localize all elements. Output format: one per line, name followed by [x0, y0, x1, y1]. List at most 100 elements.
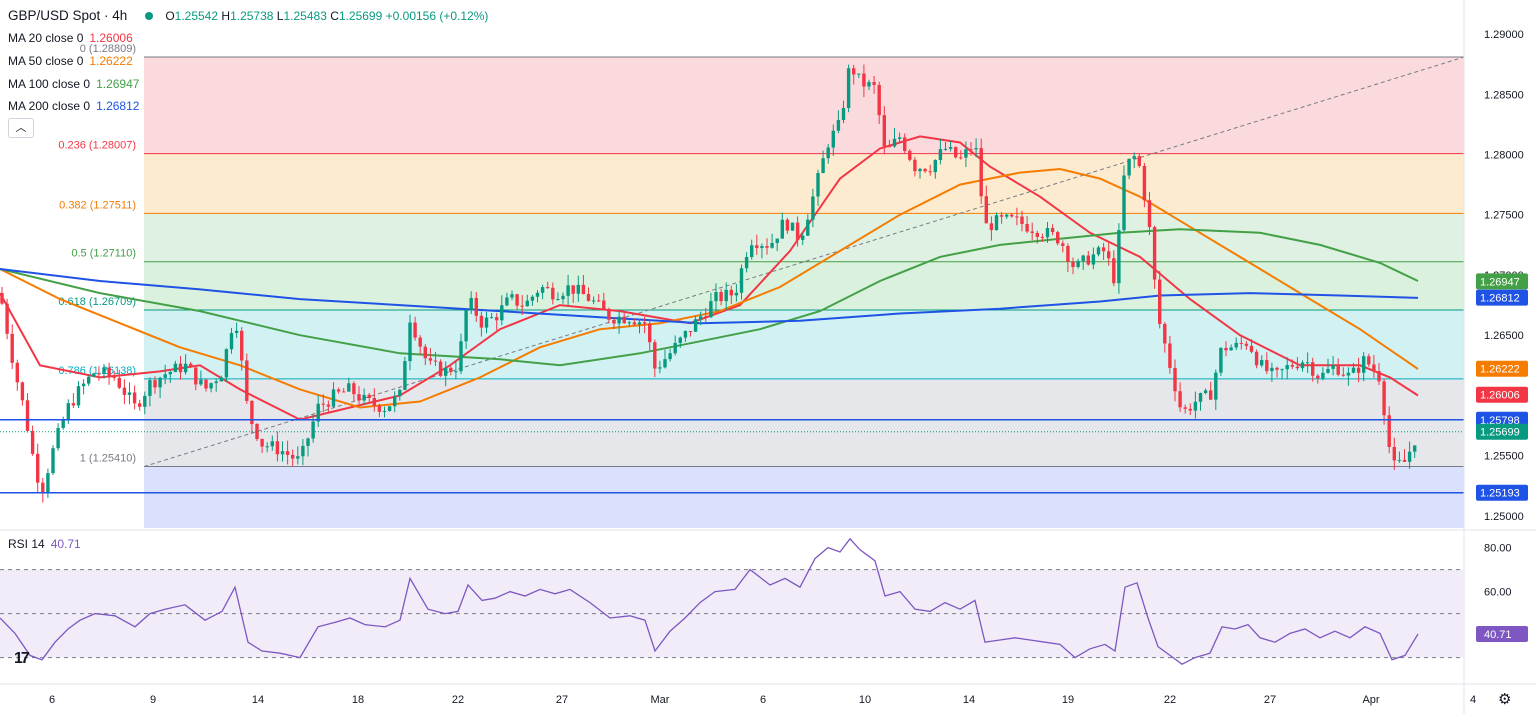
- legend-ma50[interactable]: MA 50 close 0 1.26222: [8, 54, 133, 68]
- candle-body: [1071, 261, 1075, 268]
- candle-body: [540, 287, 545, 293]
- candle-body: [642, 322, 647, 324]
- candle-body: [81, 383, 86, 387]
- fib-level-label: 0 (1.28809): [80, 43, 136, 55]
- candle-body: [148, 380, 152, 396]
- candle-body: [658, 367, 662, 369]
- candle-body: [780, 219, 784, 239]
- candle-body: [887, 146, 892, 148]
- candle-body: [795, 222, 800, 240]
- candle-body: [903, 137, 907, 151]
- candle-body: [153, 380, 157, 388]
- gear-icon[interactable]: ⚙: [1498, 691, 1512, 708]
- candle-body: [1091, 254, 1096, 265]
- candle-body: [913, 159, 917, 172]
- candle-body: [168, 371, 172, 375]
- candle-body: [1209, 390, 1213, 400]
- candle-body: [5, 303, 9, 334]
- candle-body: [1035, 232, 1039, 237]
- candle-body: [438, 361, 443, 376]
- fib-zone: [144, 57, 1464, 154]
- candle-body: [586, 294, 591, 301]
- candle-body: [474, 297, 478, 316]
- candle-body: [969, 149, 973, 151]
- candle-body: [46, 473, 50, 493]
- symbol-title[interactable]: GBP/USD Spot · 4h: [8, 8, 128, 23]
- candle-body: [132, 392, 137, 404]
- candle-body: [770, 242, 774, 248]
- legend-ma20[interactable]: MA 20 close 0 1.26006: [8, 31, 133, 45]
- legend-ma100[interactable]: MA 100 close 0 1.26947: [8, 77, 140, 91]
- price-label-box: [1476, 386, 1528, 403]
- candle-body: [0, 293, 4, 304]
- candle-body: [122, 387, 127, 395]
- rsi-tick-label: 60.00: [1484, 587, 1512, 599]
- horizontal-lines[interactable]: [0, 419, 1464, 494]
- rsi-tick-label: 80.00: [1484, 543, 1512, 555]
- candle-body: [1270, 367, 1274, 372]
- time-tick-label: 9: [150, 694, 156, 706]
- candle-body: [102, 367, 106, 374]
- candle-body: [597, 300, 601, 302]
- candle-body: [387, 406, 392, 411]
- candle-body: [627, 322, 631, 324]
- price-axis[interactable]: 1.290001.285001.280001.275001.270001.265…: [1463, 0, 1524, 714]
- change-value: +0.00156 (+0.12%): [385, 8, 489, 23]
- candle-body: [1163, 323, 1167, 344]
- time-tick-label: 22: [1164, 694, 1176, 706]
- chevron-up-icon[interactable]: ︿: [8, 118, 34, 138]
- candle-body: [433, 360, 438, 362]
- candle-body: [76, 386, 81, 406]
- candle-body: [408, 322, 412, 362]
- candle-body: [566, 285, 570, 296]
- price-label-box: [1476, 423, 1528, 440]
- candle-body: [275, 441, 280, 455]
- candle-body: [1356, 367, 1361, 373]
- candle-body: [393, 396, 397, 407]
- fib-zone: [144, 261, 1464, 311]
- candle-body: [816, 173, 820, 197]
- fib-level-label: 0.5 (1.27110): [71, 248, 136, 260]
- candle-body: [127, 392, 132, 395]
- candle-body: [1341, 374, 1345, 376]
- candle-body: [1101, 247, 1106, 252]
- candle-body: [943, 148, 948, 150]
- candle-body: [30, 430, 35, 454]
- market-status-icon: [145, 11, 154, 20]
- fib-level-label: 0.382 (1.27511): [59, 199, 136, 211]
- candle-body: [622, 316, 626, 324]
- candle-body: [1158, 279, 1162, 324]
- candle-body: [576, 284, 580, 294]
- candle-body: [199, 379, 203, 385]
- candle-body: [178, 363, 183, 373]
- candle-body: [964, 149, 968, 158]
- candle-body: [1203, 390, 1208, 394]
- candle-body: [464, 310, 468, 342]
- legend-ma200[interactable]: MA 200 close 0 1.26812: [8, 99, 140, 113]
- candle-body: [678, 337, 682, 343]
- candle-body: [112, 375, 116, 378]
- rsi-legend[interactable]: RSI 14 40.71: [8, 537, 81, 551]
- candle-body: [1275, 367, 1279, 370]
- candles: [0, 64, 1417, 503]
- ma-line: [0, 167, 1419, 409]
- candle-body: [1362, 356, 1366, 373]
- candle-body: [989, 223, 994, 231]
- candle-body: [760, 246, 764, 249]
- candle-body: [693, 319, 698, 332]
- time-axis[interactable]: 6 9 14 18 22 27 Mar 6 10 14 19 22 27 Apr 4: [0, 683, 1536, 706]
- candle-body: [938, 149, 943, 161]
- candle-body: [984, 196, 988, 224]
- ohlc-values: O1.25542 H1.25738 L1.25483 C1.25699 +0.0…: [165, 8, 489, 23]
- candle-body: [811, 196, 815, 220]
- candle-body: [1020, 216, 1024, 224]
- candle-body: [994, 215, 999, 231]
- candle-body: [1382, 381, 1386, 416]
- candle-body: [270, 441, 274, 447]
- candle-body: [505, 297, 509, 306]
- candle-body: [1254, 351, 1259, 366]
- candle-body: [1081, 255, 1085, 262]
- candle-body: [1377, 371, 1381, 382]
- candle-body: [607, 308, 611, 320]
